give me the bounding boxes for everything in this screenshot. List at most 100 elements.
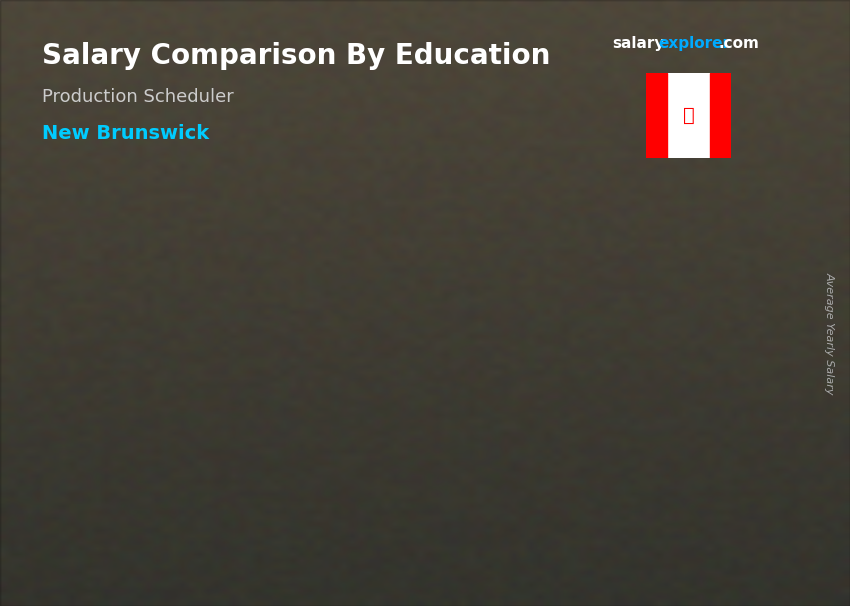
- Bar: [91, 465, 241, 468]
- Bar: [91, 541, 241, 544]
- Bar: [609, 404, 759, 410]
- Text: 🍁: 🍁: [683, 105, 694, 125]
- Bar: [609, 398, 759, 404]
- Bar: [349, 525, 501, 530]
- Bar: [349, 504, 501, 508]
- Bar: [349, 393, 501, 398]
- Bar: [349, 477, 501, 481]
- Bar: [349, 340, 501, 344]
- Bar: [91, 474, 241, 478]
- Bar: [609, 522, 759, 529]
- Bar: [609, 235, 759, 248]
- Bar: [349, 454, 501, 459]
- Bar: [609, 410, 759, 416]
- Bar: [91, 430, 241, 433]
- Bar: [609, 348, 759, 354]
- Text: .com: .com: [718, 36, 759, 52]
- Text: 60,800 CAD: 60,800 CAD: [58, 363, 149, 378]
- Bar: [609, 360, 759, 367]
- Bar: [91, 393, 241, 396]
- Bar: [349, 499, 501, 504]
- Bar: [609, 416, 759, 422]
- Bar: [609, 504, 759, 510]
- Bar: [609, 466, 759, 473]
- Bar: [91, 462, 241, 465]
- Bar: [609, 454, 759, 460]
- Bar: [609, 448, 759, 454]
- Bar: [609, 460, 759, 466]
- Bar: [609, 248, 759, 254]
- Bar: [349, 358, 501, 362]
- Bar: [609, 491, 759, 498]
- Bar: [349, 508, 501, 512]
- Bar: [349, 450, 501, 454]
- Bar: [349, 512, 501, 516]
- Bar: [91, 450, 241, 453]
- Bar: [91, 528, 241, 531]
- Bar: [91, 421, 241, 424]
- Bar: [91, 415, 241, 418]
- Bar: [746, 235, 759, 547]
- Bar: [609, 373, 759, 379]
- Bar: [710, 73, 731, 158]
- Bar: [91, 433, 241, 437]
- Bar: [91, 389, 104, 547]
- Bar: [349, 384, 501, 388]
- Bar: [609, 260, 759, 267]
- Bar: [349, 410, 501, 415]
- Bar: [91, 443, 241, 446]
- Bar: [349, 327, 362, 547]
- Bar: [349, 348, 501, 353]
- Bar: [349, 481, 501, 485]
- Bar: [349, 402, 501, 406]
- Bar: [609, 298, 759, 304]
- Bar: [91, 468, 241, 471]
- Bar: [349, 530, 501, 534]
- Bar: [349, 327, 501, 331]
- Bar: [91, 494, 241, 497]
- Bar: [609, 479, 759, 485]
- Bar: [91, 503, 241, 507]
- Bar: [349, 398, 501, 402]
- Bar: [91, 497, 241, 500]
- Bar: [609, 367, 759, 373]
- Bar: [91, 453, 241, 456]
- Bar: [91, 411, 241, 415]
- Bar: [349, 472, 501, 477]
- Bar: [609, 385, 759, 391]
- Bar: [609, 498, 759, 504]
- Bar: [349, 521, 501, 525]
- Bar: [349, 437, 501, 441]
- Bar: [91, 402, 241, 405]
- Text: New Brunswick: New Brunswick: [42, 124, 210, 143]
- Bar: [91, 389, 241, 393]
- Bar: [609, 541, 759, 547]
- Bar: [609, 322, 759, 329]
- Bar: [91, 484, 241, 487]
- Bar: [91, 522, 241, 525]
- Bar: [349, 539, 501, 543]
- Bar: [349, 353, 501, 358]
- Bar: [91, 544, 241, 547]
- Bar: [91, 396, 241, 399]
- Bar: [609, 267, 759, 273]
- Bar: [349, 327, 501, 335]
- Bar: [609, 241, 759, 248]
- Bar: [609, 254, 759, 260]
- Bar: [609, 341, 759, 348]
- Text: Salary Comparison By Education: Salary Comparison By Education: [42, 42, 551, 70]
- Bar: [349, 362, 501, 367]
- Bar: [91, 427, 241, 430]
- Text: 120,000 CAD: 120,000 CAD: [701, 198, 802, 213]
- Bar: [349, 433, 501, 437]
- Bar: [609, 485, 759, 491]
- Bar: [609, 304, 759, 310]
- Bar: [609, 441, 759, 448]
- Text: 84,900 CAD: 84,900 CAD: [369, 296, 460, 311]
- Bar: [91, 440, 241, 443]
- Bar: [91, 510, 241, 513]
- Bar: [91, 525, 241, 528]
- Bar: [609, 273, 759, 279]
- Bar: [349, 428, 501, 433]
- Bar: [349, 335, 501, 340]
